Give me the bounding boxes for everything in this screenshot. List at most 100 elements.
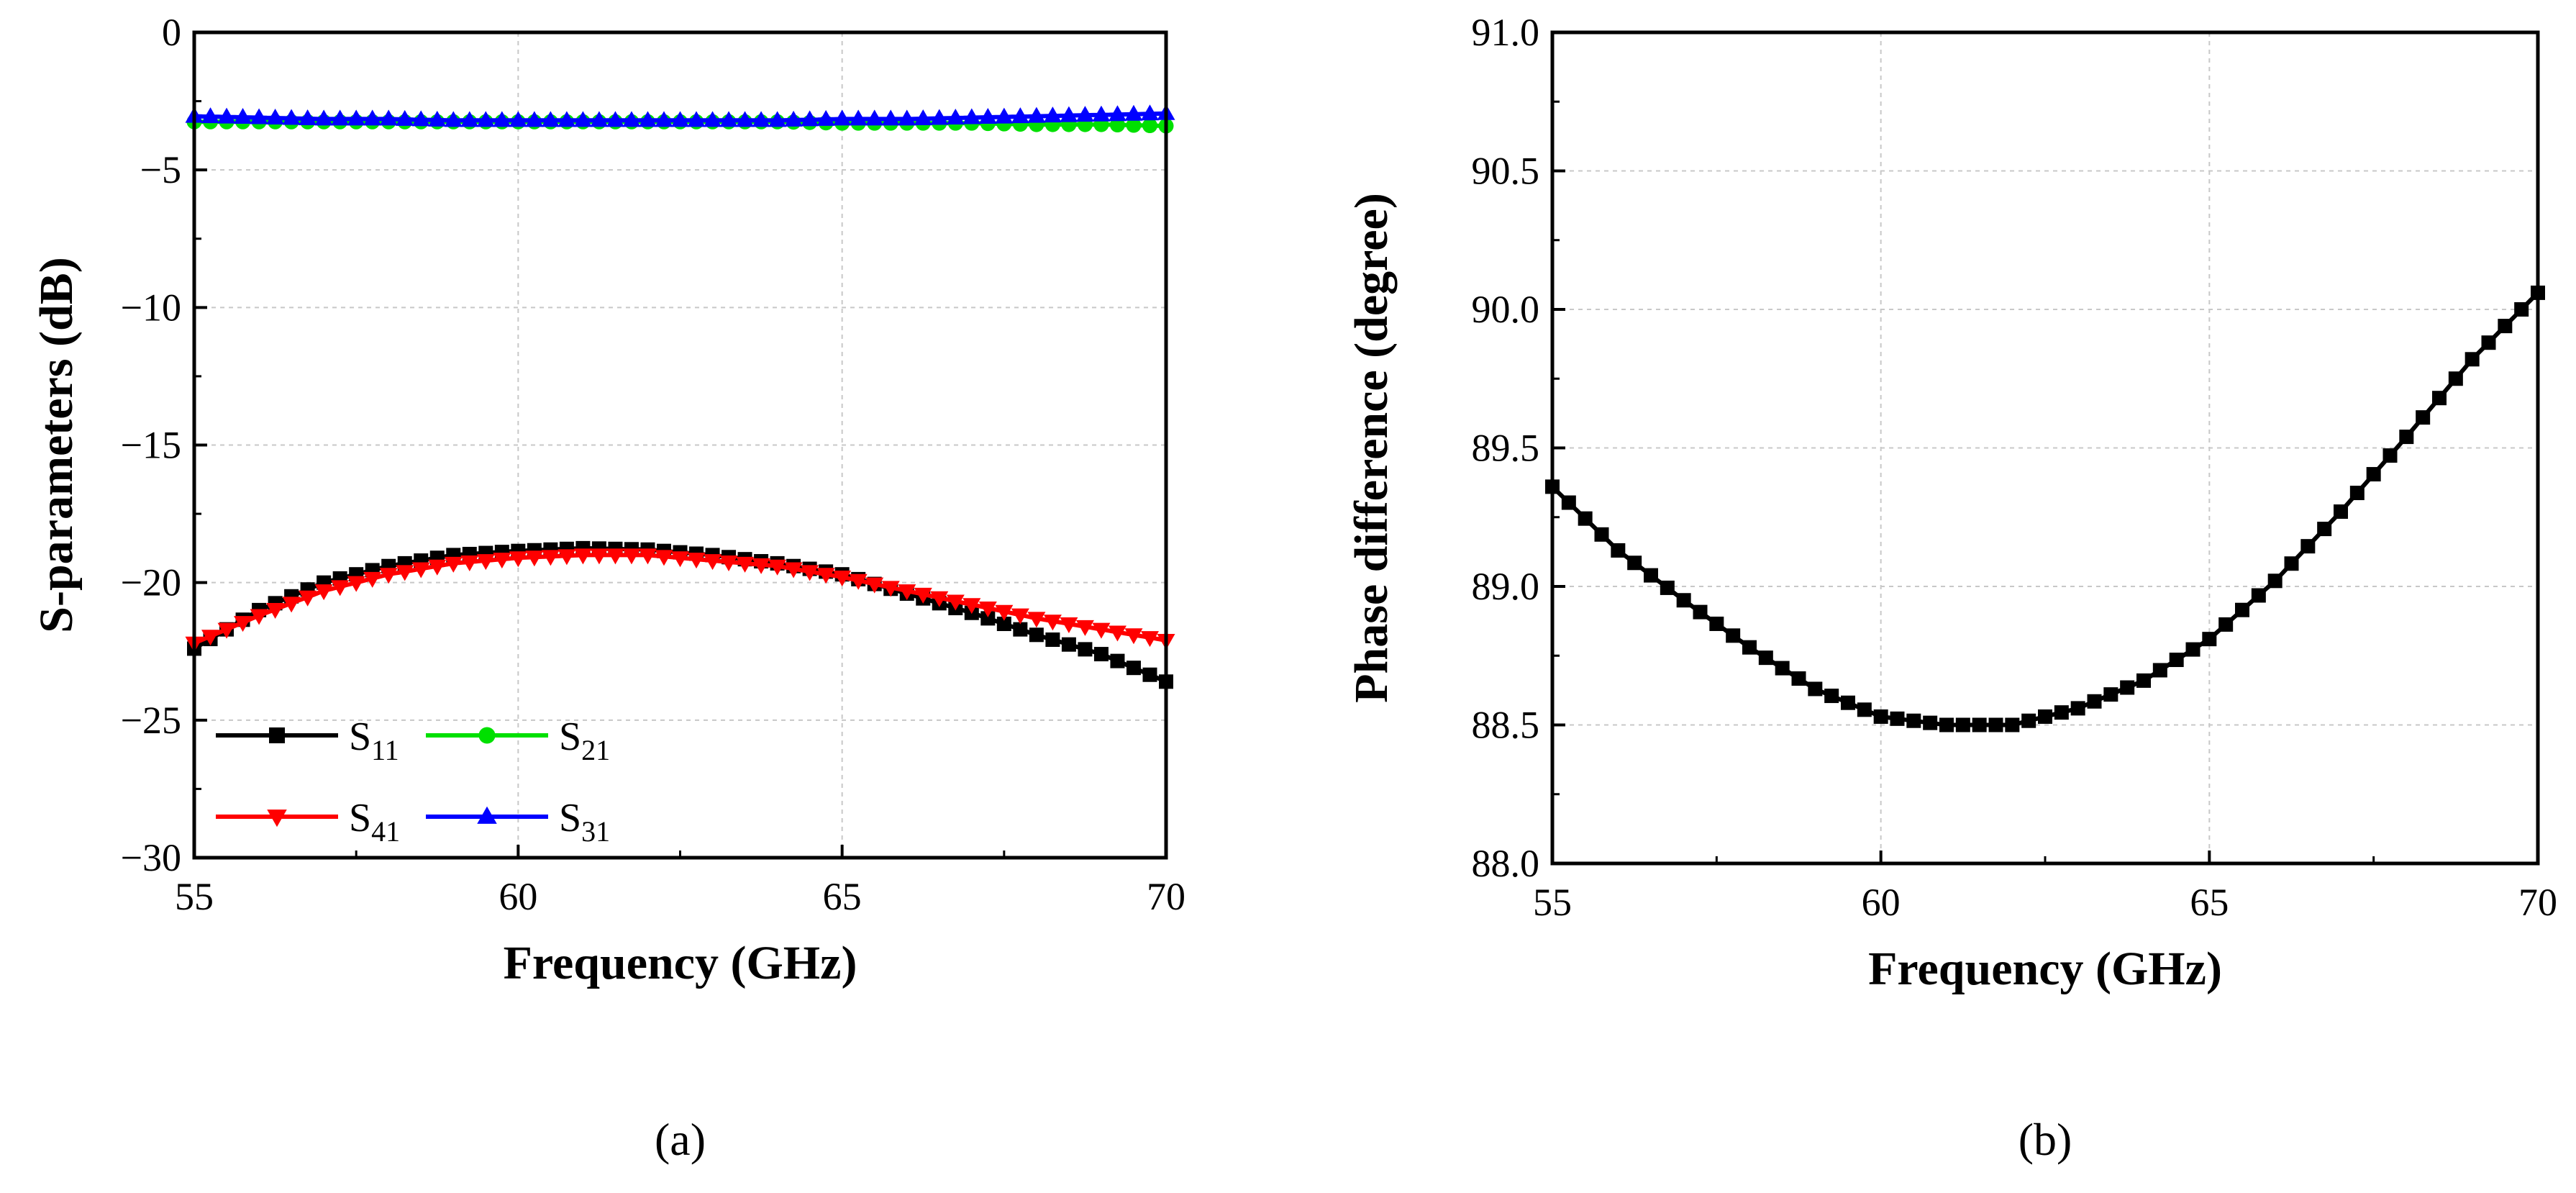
b-x-tick-label: 65 [2190, 881, 2229, 924]
b-data-point [1611, 543, 1626, 558]
legend-marker-s31 [477, 806, 497, 824]
a-ticks: 55 60 65 70 0 −5 −10 −15 −20 −25 −30 [121, 11, 1185, 918]
legend-label-base: S [349, 796, 371, 840]
a-data-point [914, 587, 932, 604]
a-data-point [622, 548, 641, 565]
panel-b-phase-difference: 55 60 65 70 91.0 90.5 90.0 89.5 89.0 88.5 88.0 Fre… [1345, 11, 2557, 1165]
b-data-point [2251, 588, 2266, 603]
a-data-point [816, 109, 835, 126]
b-y-axis-title: Phase difference (degree) [1345, 193, 1398, 703]
a-x-tick-label: 65 [823, 875, 862, 918]
a-y-tick-label: −25 [121, 699, 181, 742]
a-data-point [768, 111, 787, 127]
a-data-point [557, 549, 576, 566]
a-data-point [638, 111, 657, 127]
legend-label-s41: S41 [349, 796, 400, 848]
a-data-point [266, 602, 285, 619]
legend-entry-s21: S21 [426, 715, 610, 766]
a-data-point [379, 568, 398, 584]
legend-entry-s41: S41 [216, 796, 400, 848]
a-data-point [428, 559, 447, 576]
a-data-point [217, 107, 236, 124]
a-data-point [217, 622, 236, 639]
a-y-tick-label: −15 [121, 424, 181, 467]
b-y-tick-label: 91.0 [1472, 11, 1540, 54]
a-y-tick-label: −5 [140, 148, 181, 191]
a-data-point [687, 553, 706, 569]
a-data-point [1027, 612, 1046, 628]
a-data-point [525, 550, 544, 567]
a-data-point [590, 548, 609, 565]
b-x-tick-label: 60 [1862, 881, 1901, 924]
a-data-point [995, 604, 1014, 621]
a-data-point [980, 611, 996, 626]
a-data-point [736, 111, 755, 127]
b-y-tick-label: 88.0 [1472, 842, 1540, 885]
b-x-axis-title: Frequency (GHz) [1868, 943, 2222, 995]
a-data-point [1142, 667, 1157, 682]
a-series-s31 [185, 104, 1175, 127]
a-data-point [201, 107, 220, 124]
legend-label-subscript: 31 [581, 815, 610, 848]
b-data-point [1676, 593, 1691, 608]
a-data-point [428, 110, 447, 127]
a-data-point [331, 580, 350, 596]
a-data-point [1108, 105, 1127, 122]
b-data-point [2300, 539, 2316, 554]
a-data-point [671, 551, 689, 568]
a-data-point [736, 556, 755, 573]
b-data-point [1742, 640, 1757, 655]
b-data-point [2070, 701, 2085, 716]
a-x-tick-label: 60 [499, 875, 537, 918]
b-data-point [2120, 680, 2135, 695]
b-data-point [1857, 702, 1872, 717]
b-gridlines [1552, 32, 2538, 863]
b-line-0 [1550, 291, 2540, 727]
b-data-point [1923, 715, 1938, 730]
a-data-point [1011, 608, 1029, 625]
a-data-point [898, 109, 916, 126]
a-data-point [1060, 617, 1078, 634]
a-data-point [962, 598, 981, 614]
b-y-tick-label: 90.5 [1472, 150, 1540, 193]
b-data-point [2334, 504, 2348, 520]
a-data-point [801, 565, 819, 581]
a-data-point [655, 111, 673, 127]
a-data-point [573, 548, 592, 565]
b-data-point [2498, 319, 2513, 334]
a-data-point [396, 109, 414, 126]
a-data-point [573, 111, 592, 127]
b-data-point [2481, 335, 2496, 350]
a-data-point [411, 562, 430, 579]
b-data-point [1939, 717, 1954, 732]
a-data-point [930, 591, 949, 607]
a-data-point [460, 555, 479, 571]
a-data-point [476, 554, 495, 571]
b-data-point [1758, 650, 1773, 666]
b-ticks: 55 60 65 70 91.0 90.5 90.0 89.5 89.0 88.5 88.0 [1472, 11, 2558, 924]
legend-entry-s11: S11 [216, 715, 399, 766]
a-data-point [250, 108, 268, 124]
b-data-point [2514, 302, 2529, 317]
b-data-point [1561, 495, 1576, 510]
b-data-point [2202, 632, 2217, 647]
b-data-point [2218, 617, 2234, 632]
b-data-point [2416, 410, 2431, 425]
a-data-point [1029, 627, 1044, 643]
b-data-point [1578, 511, 1593, 526]
a-data-point [541, 550, 560, 566]
a-data-point [946, 109, 965, 125]
a-data-point [509, 551, 527, 568]
a-data-point [590, 111, 609, 127]
a-data-point [396, 565, 414, 581]
legend-label-base: S [559, 715, 581, 759]
a-data-point [493, 111, 511, 127]
a-data-point [1092, 105, 1111, 122]
a-data-point [1126, 661, 1141, 676]
b-data-point [2005, 717, 2020, 732]
b-data-point [2399, 430, 2414, 445]
a-data-point [1124, 104, 1143, 121]
a-data-point [299, 109, 317, 125]
legend-label-s11: S11 [349, 715, 399, 766]
